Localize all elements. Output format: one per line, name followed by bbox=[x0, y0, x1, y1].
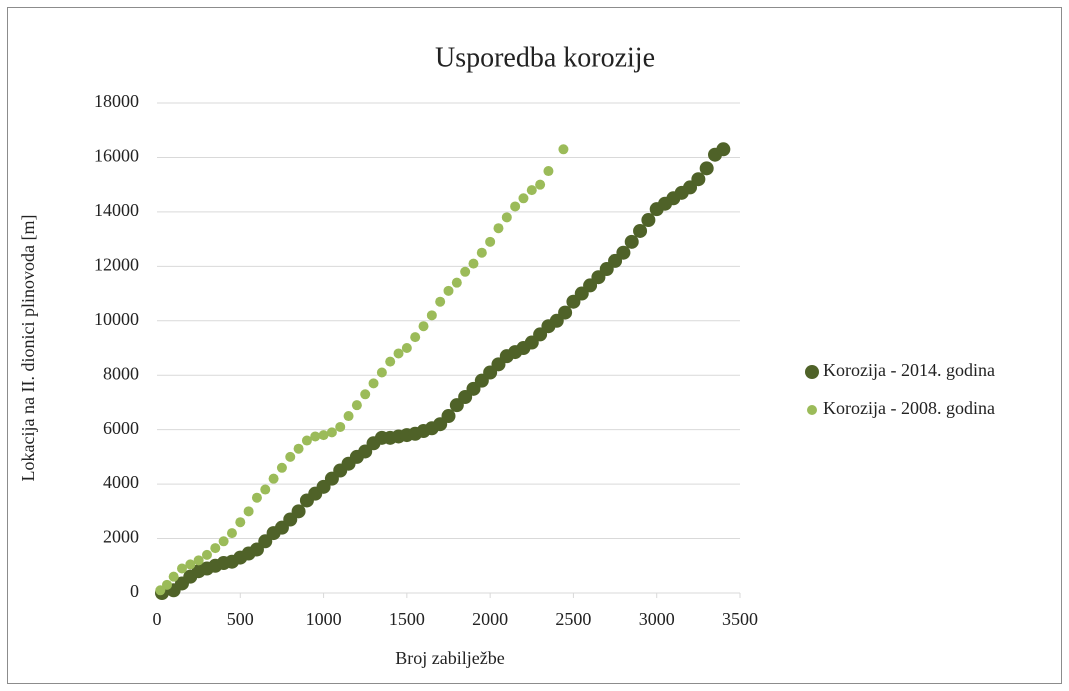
point bbox=[155, 585, 166, 596]
legend-marker bbox=[805, 365, 819, 379]
point bbox=[624, 234, 639, 249]
point bbox=[251, 492, 262, 503]
x-tick-label: 1000 bbox=[306, 609, 342, 629]
point bbox=[476, 247, 487, 258]
y-tick-label: 8000 bbox=[103, 363, 139, 383]
y-tick-label: 10000 bbox=[94, 309, 139, 329]
chart-title: Usporedba korozije bbox=[435, 42, 655, 73]
point bbox=[510, 201, 521, 212]
legend-marker bbox=[807, 405, 817, 415]
point bbox=[293, 443, 304, 454]
point bbox=[285, 451, 296, 462]
point bbox=[210, 543, 221, 554]
y-tick-label: 18000 bbox=[94, 91, 139, 111]
point bbox=[318, 430, 329, 441]
point bbox=[699, 161, 714, 176]
point bbox=[193, 555, 204, 566]
point bbox=[291, 504, 306, 519]
point bbox=[226, 528, 237, 539]
point bbox=[633, 223, 648, 238]
point bbox=[268, 473, 279, 484]
point bbox=[368, 378, 379, 389]
x-tick-label: 1500 bbox=[389, 609, 425, 629]
y-tick-label: 2000 bbox=[103, 527, 139, 547]
point bbox=[691, 172, 706, 187]
point bbox=[558, 144, 569, 155]
x-axis-label: Broj zabilježbe bbox=[395, 648, 504, 668]
point bbox=[401, 343, 412, 353]
y-tick-label: 6000 bbox=[103, 418, 139, 438]
point bbox=[260, 484, 271, 495]
point bbox=[376, 367, 387, 378]
point bbox=[351, 400, 362, 411]
point bbox=[235, 517, 246, 528]
y-tick-label: 0 bbox=[130, 581, 139, 601]
point bbox=[201, 549, 212, 560]
y-tick-label: 14000 bbox=[94, 200, 139, 220]
point bbox=[451, 277, 462, 288]
point bbox=[616, 245, 631, 260]
point bbox=[493, 223, 504, 234]
y-tick-label: 16000 bbox=[94, 146, 139, 166]
point bbox=[441, 409, 456, 424]
x-tick-label: 2000 bbox=[472, 609, 508, 629]
legend-label: Korozija - 2014. godina bbox=[823, 360, 995, 380]
point bbox=[526, 185, 537, 196]
point bbox=[301, 435, 312, 446]
point bbox=[716, 142, 731, 157]
point bbox=[385, 356, 396, 367]
point bbox=[243, 506, 254, 517]
point bbox=[310, 431, 321, 442]
point bbox=[276, 462, 287, 473]
point bbox=[335, 421, 346, 432]
x-tick-label: 0 bbox=[153, 609, 162, 629]
point bbox=[418, 321, 429, 332]
legend-label: Korozija - 2008. godina bbox=[823, 398, 995, 418]
point bbox=[410, 332, 421, 343]
point bbox=[360, 389, 371, 400]
point bbox=[185, 559, 196, 570]
y-tick-label: 4000 bbox=[103, 472, 139, 492]
y-axis-label: Lokacija na II. dionici plinovoda [m] bbox=[18, 215, 38, 482]
point bbox=[343, 411, 354, 422]
point bbox=[443, 285, 454, 296]
point bbox=[558, 305, 573, 320]
point bbox=[460, 266, 471, 277]
point bbox=[435, 296, 446, 307]
point bbox=[176, 563, 187, 574]
point bbox=[543, 166, 554, 177]
point bbox=[218, 536, 229, 547]
point bbox=[535, 179, 546, 190]
y-tick-label: 12000 bbox=[94, 254, 139, 274]
point bbox=[485, 236, 496, 247]
point bbox=[518, 193, 529, 204]
point bbox=[426, 310, 437, 321]
x-tick-label: 500 bbox=[227, 609, 254, 629]
x-tick-label: 3000 bbox=[639, 609, 675, 629]
point bbox=[393, 348, 404, 359]
x-tick-label: 3500 bbox=[722, 609, 758, 629]
point bbox=[641, 213, 656, 228]
point bbox=[161, 579, 172, 590]
point bbox=[468, 258, 479, 269]
x-tick-label: 2500 bbox=[555, 609, 591, 629]
point bbox=[326, 427, 337, 438]
point bbox=[501, 212, 512, 223]
point bbox=[168, 571, 179, 582]
